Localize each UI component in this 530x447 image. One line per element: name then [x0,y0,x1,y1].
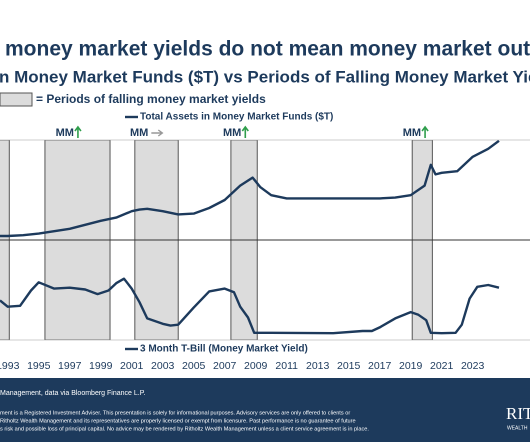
legend-swatch [0,92,33,107]
x-tick-label: 1999 [89,360,113,372]
footer-band [0,378,530,442]
annotation: MM [130,127,148,139]
x-tick-label: 2001 [120,360,144,372]
logo-sub: WEALTH [507,425,528,431]
arrow-up [241,125,249,138]
x-tick-label: 2003 [151,360,175,372]
x-tick-label: 2013 [306,360,330,372]
source: Management, data via Bloomberg Finance L… [0,390,145,397]
x-tick-label: 1997 [58,360,82,372]
x-tick-label: 2005 [182,360,206,372]
annotation: MM [56,127,74,139]
series-line [0,277,500,335]
annotation: MM [403,127,421,139]
arrow-right [151,129,164,137]
chart-title: money market yields do not mean money ma… [5,38,530,61]
x-tick-label: 2023 [461,360,485,372]
arrow-up [74,125,82,138]
legend-label: 3 Month T-Bill (Money Market Yield) [140,344,308,355]
annotation: MM [223,127,241,139]
x-tick-label: 1995 [27,360,51,372]
x-tick-label: 1993 [0,360,20,372]
disclaimer: s risk and possible loss of principal ca… [0,426,369,432]
x-tick-label: 2007 [213,360,237,372]
legend-label: = Periods of falling money market yields [36,92,266,106]
x-tick-label: 2011 [275,360,298,372]
series-line [0,140,500,238]
arrow-up [421,125,429,138]
legend-label: Total Assets in Money Market Funds ($T) [140,112,333,123]
disclaimer: Ritholtz Wealth Management and its repre… [0,418,356,424]
chart-subtitle: n Money Market Funds ($T) vs Periods of … [0,67,530,86]
logo: RIT [506,404,530,423]
x-tick-label: 2015 [337,360,361,372]
x-tick-label: 2021 [430,360,454,372]
x-tick-label: 2009 [244,360,268,372]
x-tick-label: 2019 [399,360,423,372]
x-tick-label: 2017 [368,360,392,372]
disclaimer: ment is a Registered Investment Adviser.… [0,410,350,416]
